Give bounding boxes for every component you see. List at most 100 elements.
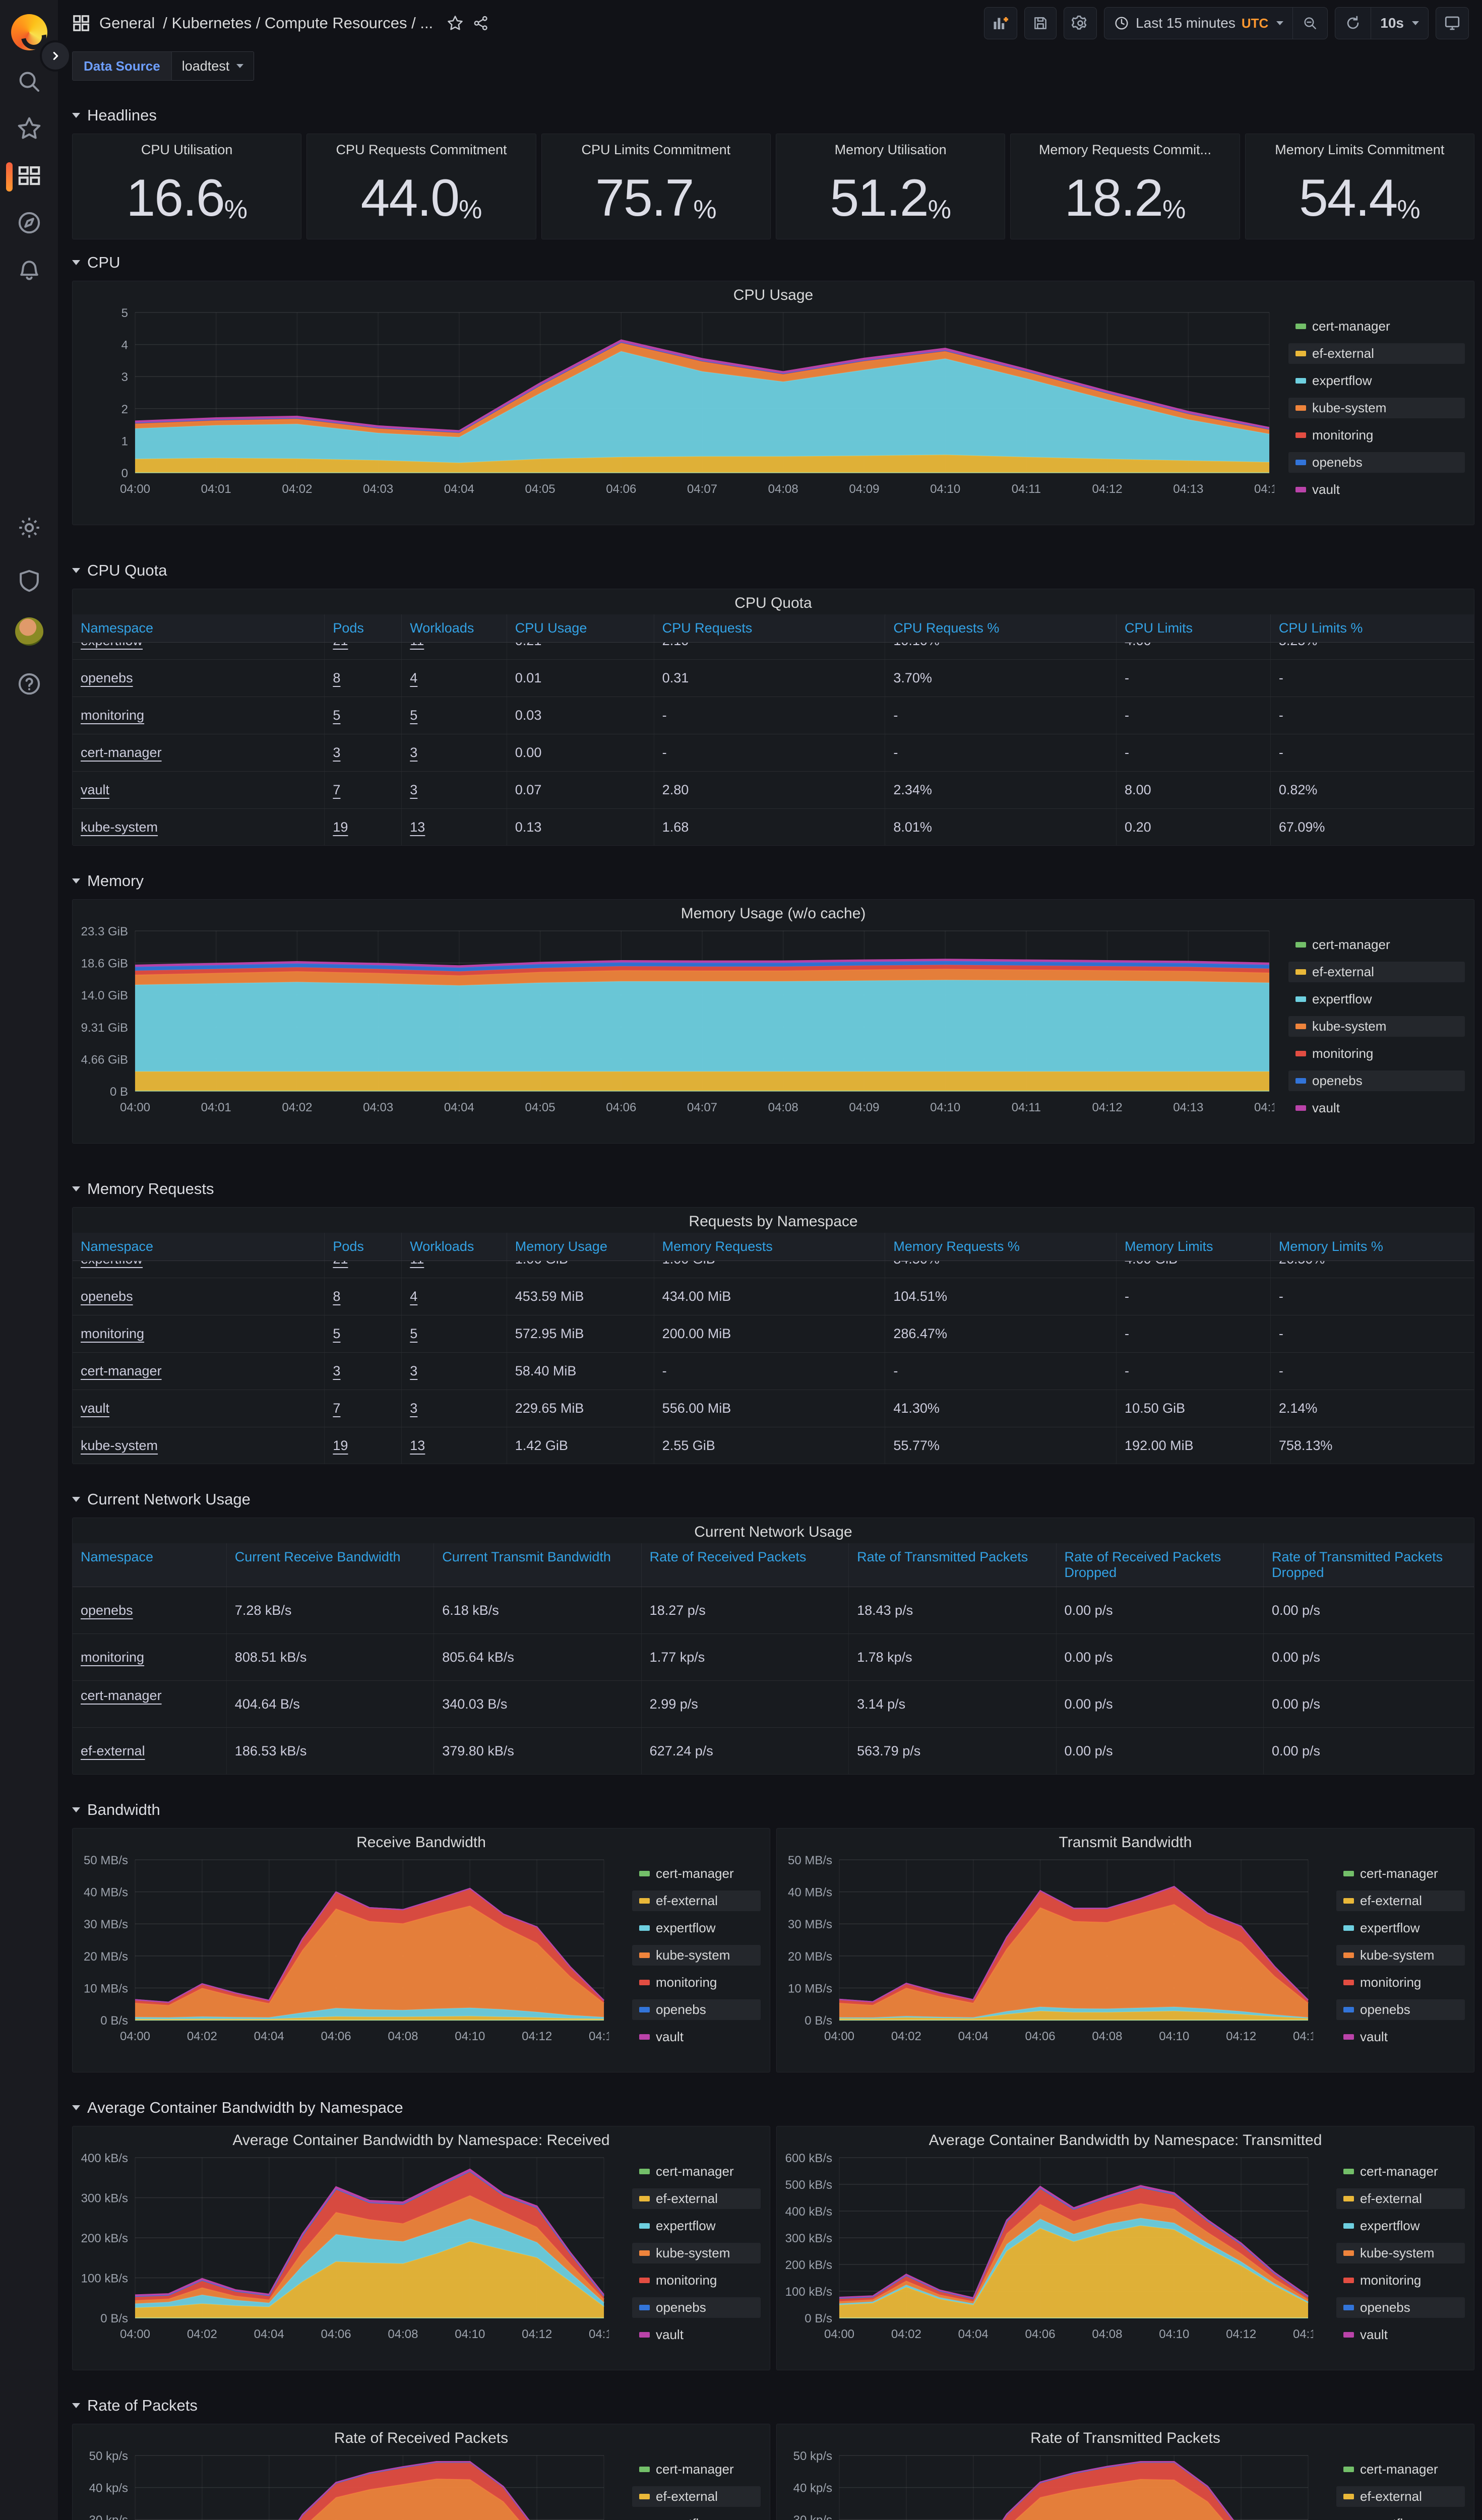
legend-item-openebs[interactable]: openebs [1288, 452, 1465, 473]
table-column-header[interactable]: Memory Requests % [885, 1233, 1117, 1261]
dashboards-icon[interactable] [16, 162, 43, 190]
legend-item-cert-manager[interactable]: cert-manager [632, 1863, 761, 1884]
panel-title[interactable]: Memory Usage (w/o cache) [681, 905, 866, 922]
table-link[interactable]: 5 [333, 708, 341, 723]
panel-title[interactable]: CPU Quota [734, 595, 812, 611]
table-link[interactable]: 19 [333, 820, 348, 835]
legend-item-monitoring[interactable]: monitoring [1288, 1043, 1465, 1064]
table-column-header[interactable]: Current Receive Bandwidth [227, 1543, 435, 1587]
panel-title[interactable]: Requests by Namespace [689, 1213, 858, 1230]
alerting-bell-icon[interactable] [16, 256, 43, 283]
table-link[interactable]: 13 [410, 1438, 425, 1453]
legend-item-openebs[interactable]: openebs [632, 1999, 761, 2020]
legend-item-vault[interactable]: vault [1336, 2324, 1465, 2345]
legend-item-ef-external[interactable]: ef-external [1336, 1890, 1465, 1911]
table-column-header[interactable]: Workloads [402, 614, 507, 642]
breadcrumb-path[interactable]: / Kubernetes / Compute Resources / ... [163, 14, 434, 32]
user-avatar[interactable] [15, 617, 43, 646]
table-link[interactable]: kube-system [81, 820, 158, 835]
legend-item-ef-external[interactable]: ef-external [1288, 961, 1465, 982]
table-link[interactable]: 7 [333, 782, 341, 797]
time-range-button[interactable]: Last 15 minutes UTC [1104, 8, 1292, 39]
table-link[interactable]: 5 [333, 1326, 341, 1341]
table-column-header[interactable]: CPU Requests [654, 614, 886, 642]
legend-item-cert-manager[interactable]: cert-manager [1336, 2459, 1465, 2480]
table-column-header[interactable]: Namespace [73, 1233, 325, 1261]
table-link[interactable]: monitoring [81, 1649, 145, 1665]
table-link[interactable]: monitoring [81, 1326, 145, 1341]
table-column-header[interactable]: Namespace [73, 1543, 227, 1587]
table-column-header[interactable]: Pods [325, 1233, 402, 1261]
legend-item-kube-system[interactable]: kube-system [1288, 397, 1465, 418]
legend-item-expertflow[interactable]: expertflow [1336, 2216, 1465, 2236]
panel-title[interactable]: Average Container Bandwidth by Namespace… [929, 2132, 1322, 2149]
table-column-header[interactable]: Rate of Transmitted Packets [849, 1543, 1057, 1587]
legend-item-openebs[interactable]: openebs [632, 2297, 761, 2318]
legend-item-vault[interactable]: vault [632, 2027, 761, 2047]
chart-canvas[interactable]: 04:0004:0204:0404:0604:0804:1004:1204:14… [79, 2152, 609, 2354]
legend-item-openebs[interactable]: openebs [1336, 2297, 1465, 2318]
table-link[interactable]: 11 [410, 1261, 424, 1267]
legend-item-openebs[interactable]: openebs [1288, 1070, 1465, 1091]
legend-item-kube-system[interactable]: kube-system [632, 2242, 761, 2263]
legend-item-monitoring[interactable]: monitoring [1336, 1972, 1465, 1993]
chart-canvas[interactable]: 04:0004:0204:0404:0604:0804:1004:1204:14… [783, 2449, 1313, 2520]
legend-item-expertflow[interactable]: expertflow [1288, 370, 1465, 391]
table-column-header[interactable]: Memory Usage [507, 1233, 654, 1261]
table-link[interactable]: kube-system [81, 1438, 158, 1453]
chart-canvas[interactable]: 04:0004:0204:0404:0604:0804:1004:1204:14… [783, 1854, 1313, 2056]
table-column-header[interactable]: Current Transmit Bandwidth [434, 1543, 642, 1587]
panel-title[interactable]: Receive Bandwidth [356, 1834, 486, 1851]
table-link[interactable]: cert-manager [81, 1688, 162, 1703]
save-dashboard-button[interactable] [1024, 7, 1057, 39]
table-column-header[interactable]: Rate of Received Packets Dropped [1057, 1543, 1264, 1587]
table-link[interactable]: 3 [333, 745, 341, 760]
chart-canvas[interactable]: 04:00 04:01 04:02 04:03 04:04 04:05 04:06 04:07… [79, 925, 1274, 1127]
legend-item-expertflow[interactable]: expertflow [632, 2513, 761, 2520]
table-link[interactable]: 19 [333, 1438, 348, 1453]
table-column-header[interactable]: Memory Limits % [1271, 1233, 1474, 1261]
legend-item-ef-external[interactable]: ef-external [632, 2188, 761, 2209]
table-link[interactable]: vault [81, 1401, 110, 1416]
legend-item-monitoring[interactable]: monitoring [632, 1972, 761, 1993]
legend-item-monitoring[interactable]: monitoring [1336, 2270, 1465, 2291]
admin-shield-icon[interactable] [16, 567, 43, 594]
section-cpu-quota[interactable]: CPU Quota [72, 559, 1474, 582]
legend-item-cert-manager[interactable]: cert-manager [1288, 316, 1465, 337]
section-memory[interactable]: Memory [72, 870, 1474, 892]
table-column-header[interactable]: CPU Usage [507, 614, 654, 642]
table-link[interactable]: 4 [410, 1289, 418, 1304]
explore-compass-icon[interactable] [16, 209, 43, 236]
table-link[interactable]: 8 [333, 1289, 341, 1304]
favorite-star-icon[interactable] [446, 14, 464, 32]
legend-item-expertflow[interactable]: expertflow [1336, 1918, 1465, 1938]
table-link[interactable]: openebs [81, 1602, 133, 1618]
star-icon[interactable] [16, 115, 43, 142]
grafana-logo-icon[interactable] [11, 14, 47, 50]
table-link[interactable]: expertflow [81, 1261, 143, 1267]
legend-item-ef-external[interactable]: ef-external [632, 1890, 761, 1911]
section-bandwidth[interactable]: Bandwidth [72, 1799, 1474, 1821]
legend-item-openebs[interactable]: openebs [1336, 1999, 1465, 2020]
legend-item-cert-manager[interactable]: cert-manager [632, 2459, 761, 2480]
legend-item-expertflow[interactable]: expertflow [1336, 2513, 1465, 2520]
chart-canvas[interactable]: 04:0004:0204:0404:0604:0804:1004:1204:14… [79, 2449, 609, 2520]
table-link[interactable]: openebs [81, 1289, 133, 1304]
legend-item-expertflow[interactable]: expertflow [1288, 989, 1465, 1010]
table-link[interactable]: 3 [410, 782, 418, 797]
legend-item-vault[interactable]: vault [1336, 2027, 1465, 2047]
zoom-out-button[interactable] [1292, 8, 1327, 39]
settings-gear-icon[interactable] [16, 514, 43, 541]
legend-item-expertflow[interactable]: expertflow [632, 1918, 761, 1938]
table-column-header[interactable]: Pods [325, 614, 402, 642]
table-link[interactable]: 8 [333, 670, 341, 685]
section-memory-requests[interactable]: Memory Requests [72, 1178, 1474, 1200]
table-column-header[interactable]: CPU Limits % [1271, 614, 1474, 642]
legend-item-ef-external[interactable]: ef-external [632, 2486, 761, 2507]
legend-item-vault[interactable]: vault [632, 2324, 761, 2345]
table-link[interactable]: vault [81, 782, 110, 797]
panel-title[interactable]: Rate of Transmitted Packets [1030, 2430, 1220, 2446]
table-column-header[interactable]: Memory Limits [1117, 1233, 1271, 1261]
table-link[interactable]: 3 [410, 1401, 418, 1416]
table-link[interactable]: 11 [410, 643, 424, 649]
